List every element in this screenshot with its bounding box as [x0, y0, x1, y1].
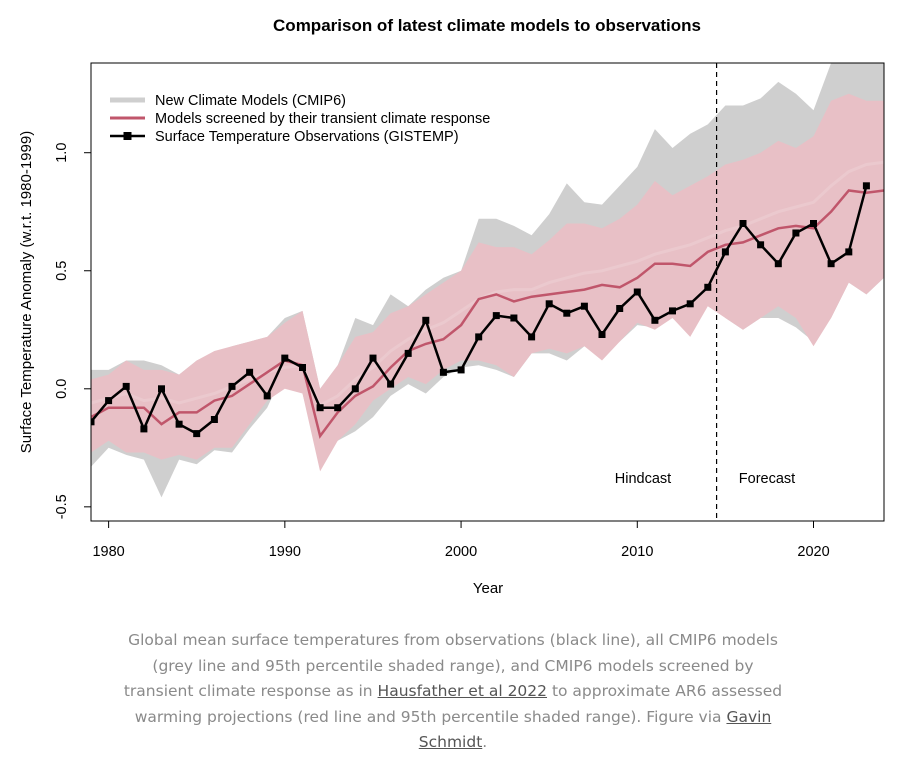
observation-point [598, 331, 606, 338]
axes: 1980 1990 2000 2010 2020 -0.5 0.0 0.5 1.0 [54, 143, 830, 560]
y-tick-label: -0.5 [54, 494, 70, 519]
screened-mean-line [91, 189, 884, 439]
observation-point [528, 333, 536, 341]
observation-point [757, 241, 765, 249]
observation-point [492, 312, 500, 320]
climate-chart: Comparison of latest climate models to o… [18, 16, 885, 597]
observation-point [792, 229, 800, 237]
x-tick-label: 2020 [797, 544, 829, 560]
observation-point [651, 316, 659, 324]
observation-point [739, 220, 747, 227]
hausfather-link[interactable]: Hausfather et al 2022 [377, 682, 548, 700]
caption-text-3: . [482, 733, 488, 751]
legend: New Climate Models (CMIP6) Models screen… [110, 93, 490, 145]
x-axis-label: Year [473, 580, 503, 597]
observation-point [704, 283, 712, 291]
observation-point [633, 288, 641, 296]
observation-point [91, 418, 95, 426]
figure-caption: Global mean surface temperatures from ob… [120, 628, 786, 756]
observation-point [105, 397, 113, 405]
observation-point [193, 430, 201, 438]
observation-point [351, 385, 359, 393]
x-tick-label: 2010 [621, 544, 653, 560]
observation-point [404, 349, 412, 357]
observation-point [616, 305, 624, 312]
observation-point [210, 416, 218, 423]
observation-point [246, 368, 254, 376]
observation-point [316, 404, 324, 412]
forecast-label: Forecast [739, 471, 795, 487]
plot-area [91, 63, 884, 521]
observation-point [158, 385, 165, 393]
observation-point [122, 382, 130, 390]
observation-point [334, 404, 342, 412]
plot-frame [90, 62, 885, 522]
x-tick-label: 1990 [269, 544, 301, 560]
observation-point [422, 316, 430, 324]
observation-point [862, 182, 870, 190]
y-tick-label: 1.0 [54, 143, 70, 163]
legend-label-cmip6: New Climate Models (CMIP6) [155, 93, 346, 109]
x-tick-label: 1980 [92, 544, 124, 560]
caption-text-1: Global mean surface temperatures from ob… [123, 631, 778, 700]
hindcast-label: Hindcast [615, 471, 671, 487]
legend-marker-observations [123, 132, 132, 140]
observation-point [510, 314, 518, 322]
observation-point [774, 260, 782, 268]
y-tick-label: 0.0 [54, 379, 70, 399]
observation-point [686, 300, 694, 308]
observation-point [810, 220, 817, 227]
caption-text-2: to approximate AR6 assessed warming proj… [134, 682, 783, 726]
plot-content [91, 63, 884, 521]
observation-point [439, 368, 447, 376]
observation-point [475, 333, 483, 341]
observation-point [175, 420, 183, 428]
observation-point [669, 307, 676, 315]
screened-range-band [91, 93, 884, 472]
gavin-schmidt-link[interactable]: Gavin Schmidt [418, 707, 772, 752]
observation-point [845, 248, 853, 256]
observation-point [721, 248, 729, 256]
observation-point [140, 425, 148, 433]
observation-point [387, 380, 395, 388]
observation-point [263, 392, 271, 400]
observation-point [545, 300, 553, 308]
observation-point [281, 354, 289, 362]
y-tick-label: 0.5 [54, 261, 70, 281]
legend-label-observations: Surface Temperature Observations (GISTEM… [155, 129, 459, 145]
observation-point [369, 354, 377, 362]
observation-point [457, 366, 465, 374]
observation-point [580, 302, 588, 310]
observation-point [299, 364, 306, 371]
observation-point [827, 260, 835, 268]
y-axis-label: Surface Temperature Anomaly (w.r.t. 1980… [18, 131, 35, 453]
legend-label-screened: Models screened by their transient clima… [155, 111, 490, 127]
observation-point [228, 382, 236, 390]
chart-title: Comparison of latest climate models to o… [273, 16, 701, 35]
x-tick-label: 2000 [445, 544, 477, 560]
observation-point [563, 309, 571, 317]
